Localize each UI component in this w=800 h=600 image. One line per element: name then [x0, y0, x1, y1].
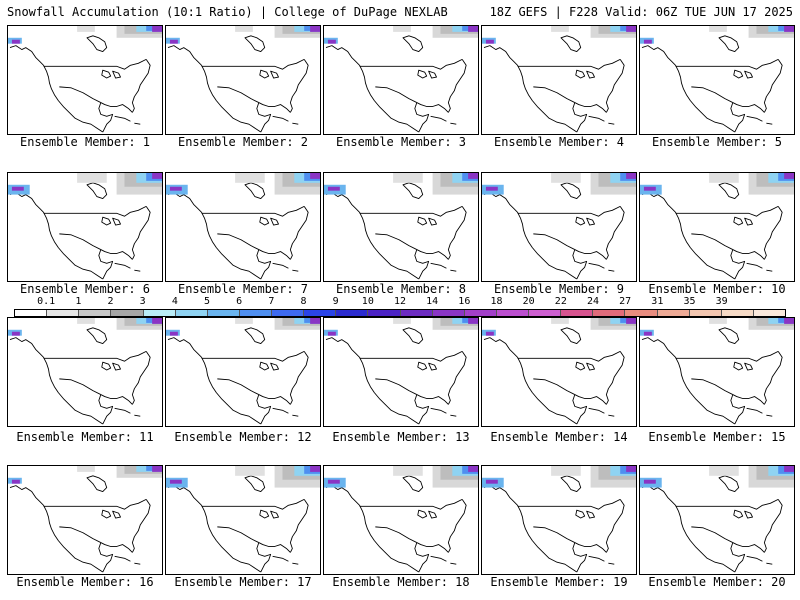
- ensemble-map-panel: [323, 25, 479, 135]
- ensemble-map-panel: [7, 25, 163, 135]
- ensemble-map-panel: [639, 172, 795, 282]
- ensemble-member-label: Ensemble Member: 2: [177, 135, 309, 149]
- ensemble-map-panel: [481, 172, 637, 282]
- colorbar-tick-label: 6: [236, 296, 243, 307]
- ensemble-member-label: Ensemble Member: 20: [648, 575, 786, 589]
- colorbar-tick-label: 24: [586, 296, 600, 307]
- ensemble-member-label: Ensemble Member: 5: [651, 135, 783, 149]
- colorbar-swatch: [496, 310, 529, 316]
- colorbar-tick-label: 39: [715, 296, 728, 307]
- ensemble-map-panel: [639, 25, 795, 135]
- colorbar-tick-label: 5: [203, 296, 211, 307]
- ensemble-member-label: Ensemble Member: 18: [332, 575, 470, 589]
- ensemble-map-panel: [323, 172, 479, 282]
- ensemble-member-label: Ensemble Member: 17: [174, 575, 312, 589]
- colorbar-swatch: [143, 310, 176, 316]
- map-title: Snowfall Accumulation (10:1 Ratio) | Col…: [7, 5, 448, 19]
- colorbar-swatch: [529, 310, 562, 316]
- colorbar-tick-label: 20: [522, 296, 535, 307]
- ensemble-member-label: Ensemble Member: 15: [648, 430, 786, 444]
- colorbar-swatch: [400, 310, 433, 316]
- ensemble-map-panel: [7, 172, 163, 282]
- colorbar-tick-label: 0.1: [37, 296, 56, 307]
- colorbar-swatch: [239, 310, 272, 316]
- colorbar-tick-label: 10: [361, 296, 374, 307]
- ensemble-map-panel: [165, 465, 321, 575]
- ensemble-member-label: Ensemble Member: 16: [16, 575, 154, 589]
- ensemble-member-label: Ensemble Member: 10: [648, 282, 786, 296]
- colorbar-tick-label: 9: [332, 296, 339, 307]
- colorbar-swatch: [625, 310, 658, 316]
- colorbar-swatch: [272, 310, 305, 316]
- colorbar-tick-label: 4: [171, 296, 178, 307]
- colorbar-swatch: [79, 310, 112, 316]
- colorbar-tick-label: 35: [683, 296, 696, 307]
- ensemble-member-label: Ensemble Member: 6: [19, 282, 151, 296]
- colorbar-swatch: [207, 310, 240, 316]
- colorbar-swatch: [15, 310, 48, 316]
- ensemble-map-panel: [7, 465, 163, 575]
- colorbar-tick-label: 31: [651, 296, 664, 307]
- ensemble-map-panel: [639, 317, 795, 427]
- ensemble-member-label: Ensemble Member: 9: [493, 282, 625, 296]
- ensemble-map-panel: [481, 465, 637, 575]
- colorbar-tick-label: 16: [458, 296, 471, 307]
- ensemble-member-label: Ensemble Member: 19: [490, 575, 628, 589]
- colorbar-swatch: [47, 310, 80, 316]
- colorbar-tick-label: 2: [107, 296, 114, 307]
- ensemble-member-label: Ensemble Member: 11: [16, 430, 154, 444]
- colorbar-tick-label: 14: [426, 296, 439, 307]
- colorbar-swatch: [464, 310, 497, 316]
- colorbar-swatch: [593, 310, 626, 316]
- ensemble-member-label: Ensemble Member: 1: [19, 135, 151, 149]
- ensemble-member-label: Ensemble Member: 7: [177, 282, 309, 296]
- colorbar-tick-label: 1: [75, 296, 82, 307]
- snowfall-colorbar: [14, 309, 786, 317]
- ensemble-member-label: Ensemble Member: 8: [335, 282, 467, 296]
- colorbar-swatch: [561, 310, 594, 316]
- colorbar-swatch: [721, 310, 754, 316]
- colorbar-tick-label: 12: [393, 296, 407, 307]
- ensemble-member-label: Ensemble Member: 3: [335, 135, 467, 149]
- colorbar-swatch: [304, 310, 337, 316]
- colorbar-tick-label: 8: [300, 296, 307, 307]
- colorbar-swatch: [111, 310, 144, 316]
- colorbar-tick-label: 27: [619, 296, 632, 307]
- ensemble-map-panel: [165, 25, 321, 135]
- colorbar-tick-label: 7: [268, 296, 275, 307]
- ensemble-member-label: Ensemble Member: 13: [332, 430, 470, 444]
- colorbar-tick-label: 22: [554, 296, 567, 307]
- valid-time: 18Z GEFS | F228 Valid: 06Z TUE JUN 17 20…: [489, 5, 793, 19]
- colorbar-swatch: [689, 310, 722, 316]
- ensemble-map-panel: [7, 317, 163, 427]
- ensemble-map-panel: [639, 465, 795, 575]
- colorbar-swatch: [753, 310, 785, 316]
- colorbar-swatch: [432, 310, 465, 316]
- colorbar-labels: 0.1 1 2 3 4 5 6 7 8 9 10 12 14 16 18 20 22 24 27 31 35 39: [14, 296, 786, 308]
- ensemble-map-panel: [481, 317, 637, 427]
- colorbar-tick-label: 3: [139, 296, 146, 307]
- colorbar-swatch: [368, 310, 401, 316]
- ensemble-member-label: Ensemble Member: 14: [490, 430, 628, 444]
- ensemble-member-label: Ensemble Member: 12: [174, 430, 312, 444]
- colorbar-swatch: [336, 310, 369, 316]
- ensemble-member-label: Ensemble Member: 4: [493, 135, 625, 149]
- ensemble-map-panel: [165, 317, 321, 427]
- ensemble-map-panel: [323, 317, 479, 427]
- ensemble-map-panel: [481, 25, 637, 135]
- colorbar-swatch: [175, 310, 208, 316]
- colorbar-swatch: [657, 310, 690, 316]
- ensemble-map-panel: [165, 172, 321, 282]
- ensemble-map-panel: [323, 465, 479, 575]
- colorbar-tick-label: 18: [490, 296, 503, 307]
